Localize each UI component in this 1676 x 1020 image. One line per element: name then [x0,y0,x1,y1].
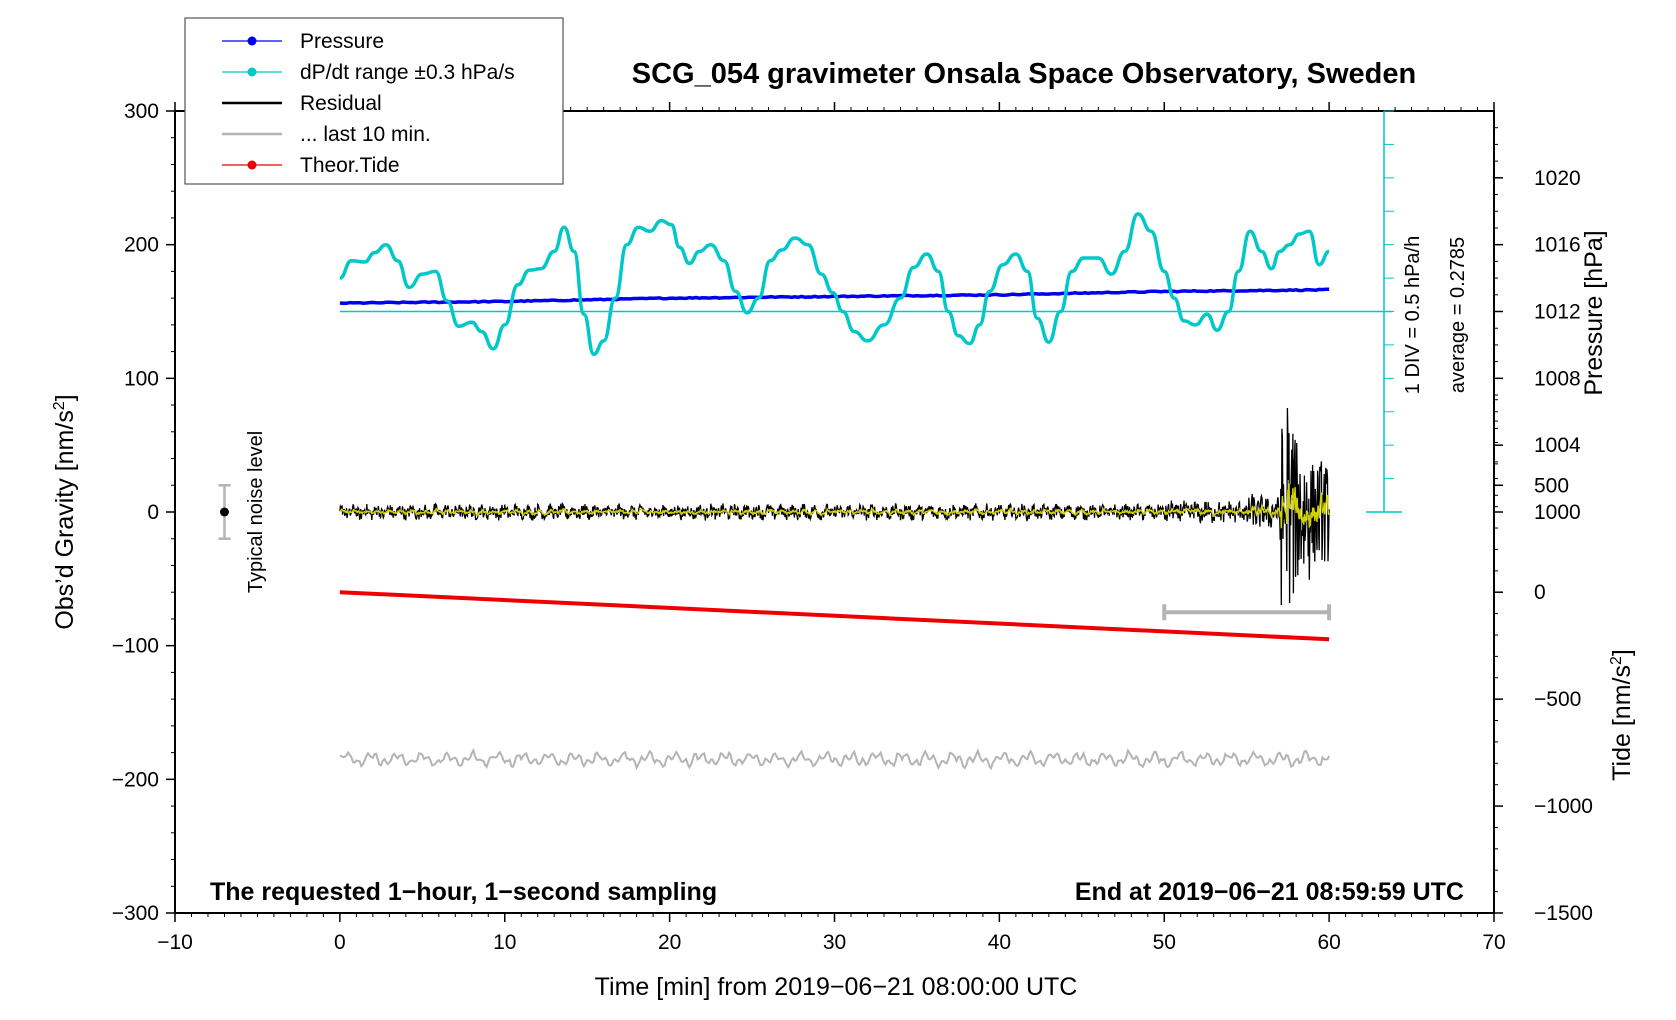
series-layer [339,110,1402,771]
y-left-tick-label: −200 [112,768,159,791]
y-tide-tick-label: −1000 [1534,795,1593,818]
legend-entry-label: dP/dt range ±0.3 hPa/s [300,61,515,84]
legend-entry-label: Residual [300,92,382,115]
y-left-tick-label: −100 [112,635,159,658]
y-pressure-tick-label: 1004 [1534,434,1581,457]
y-pressure-tick-label: 1020 [1534,167,1581,190]
y-pressure-tick-label: 1016 [1534,234,1581,257]
legend-marker [247,160,257,170]
y-pressure-tick-label: 1008 [1534,367,1581,390]
legend-entry-label: ... last 10 min. [300,123,431,146]
x-tick-label: 0 [334,931,346,954]
legend-marker [247,67,257,77]
series-last-10-min [339,747,1331,771]
x-tick-label: 10 [493,931,516,954]
series-theor-tide [339,590,1330,642]
series-residual [339,407,1330,606]
noise-level-indicator [218,484,231,540]
series-dpdt-range [339,212,1330,357]
legend-entry-label: Pressure [300,30,384,53]
x-axis-title: Time [min] from 2019−06−21 08:00:00 UTC [595,973,1078,1001]
y-pressure-tick-label: 1000 [1534,501,1581,524]
y-left-tick-label: 0 [147,501,159,524]
noise-point [219,507,229,517]
series-residual-smoothed [339,483,1330,529]
axis-ticks [166,102,1503,922]
legend-entry-label: Theor.Tide [300,154,400,177]
x-tick-label: 30 [823,931,846,954]
y-tide-tick-label: −500 [1534,688,1581,711]
y-left-tick-label: 100 [124,367,159,390]
legend-box [184,17,564,185]
annotation-end-time: End at 2019−06−21 08:59:59 UTC [1075,878,1464,906]
y-tide-tick-label: 0 [1534,581,1546,604]
y-left-tick-label: −300 [112,902,159,925]
chart-title: SCG_054 gravimeter Onsala Space Observat… [632,58,1416,90]
legend-marker [247,36,257,46]
scale-label-div: 1 DIV = 0.5 hPa/h [1402,236,1424,394]
noise-level-label: Typical noise level [245,431,267,593]
y-axis-pressure-title: Pressure [hPa] [1580,230,1608,395]
x-tick-label: −10 [157,931,193,954]
y-tide-tick-label: 500 [1534,474,1569,497]
y-pressure-tick-label: 1012 [1534,301,1581,324]
y-axis-tide-title: Tide [nm/s2] [1608,649,1636,781]
x-tick-label: 50 [1153,931,1176,954]
annotation-sampling: The requested 1−hour, 1−second sampling [210,878,717,906]
x-tick-label: 60 [1317,931,1340,954]
y-tide-tick-label: −1500 [1534,902,1593,925]
y-axis-left-title: Obs’d Gravity [nm/s2] [51,394,79,629]
scale-label-average: average = 0.2785 [1447,237,1469,393]
y-left-tick-label: 200 [124,234,159,257]
x-tick-label: 70 [1482,931,1505,954]
y-left-tick-label: 300 [124,100,159,123]
x-tick-label: 40 [988,931,1011,954]
x-tick-label: 20 [658,931,681,954]
legend: Pressure dP/dt range ±0.3 hPa/s Residual..… [184,17,564,185]
axis-tick-labels: −10 0 10 20 30 40 50 60 703002001000−100−200−300… [112,100,1593,954]
